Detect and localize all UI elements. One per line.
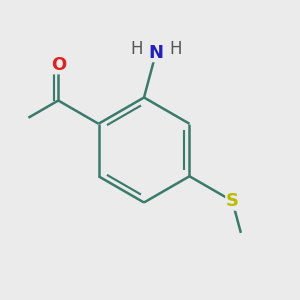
Text: H: H <box>169 40 182 58</box>
Text: S: S <box>226 192 239 210</box>
Text: H: H <box>130 40 142 58</box>
Text: N: N <box>148 44 164 62</box>
Text: O: O <box>51 56 66 74</box>
